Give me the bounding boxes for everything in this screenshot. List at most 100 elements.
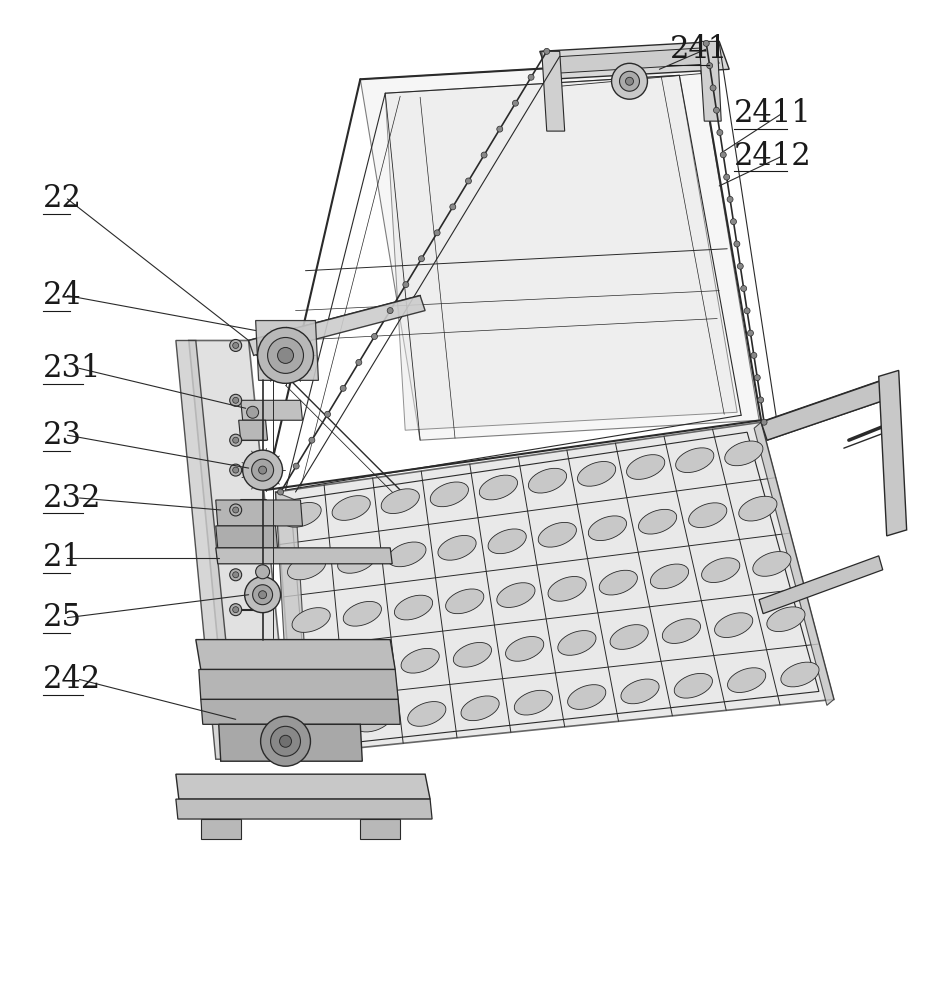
Circle shape	[257, 328, 313, 383]
Circle shape	[253, 585, 272, 605]
Polygon shape	[216, 548, 393, 564]
Ellipse shape	[488, 529, 526, 554]
Polygon shape	[360, 59, 759, 440]
Polygon shape	[216, 500, 303, 526]
Circle shape	[512, 100, 519, 106]
Circle shape	[625, 77, 633, 85]
Ellipse shape	[454, 642, 492, 667]
Ellipse shape	[781, 662, 820, 687]
Polygon shape	[176, 799, 432, 819]
Ellipse shape	[287, 555, 326, 580]
Circle shape	[757, 397, 764, 403]
Circle shape	[232, 437, 239, 443]
Ellipse shape	[461, 696, 499, 721]
Ellipse shape	[715, 613, 753, 638]
Circle shape	[232, 397, 239, 403]
Circle shape	[727, 196, 733, 202]
Circle shape	[278, 347, 294, 363]
Ellipse shape	[568, 685, 606, 709]
Ellipse shape	[344, 601, 382, 626]
Ellipse shape	[332, 496, 370, 520]
Circle shape	[745, 308, 750, 314]
Circle shape	[232, 607, 239, 613]
Ellipse shape	[301, 713, 339, 738]
Circle shape	[232, 342, 239, 348]
Circle shape	[230, 434, 242, 446]
Ellipse shape	[557, 631, 596, 655]
Polygon shape	[761, 376, 899, 440]
Circle shape	[450, 204, 456, 210]
Text: 242: 242	[44, 664, 102, 695]
Polygon shape	[176, 340, 238, 759]
Circle shape	[761, 419, 767, 425]
Circle shape	[278, 489, 283, 495]
Circle shape	[230, 569, 242, 581]
Text: 232: 232	[44, 483, 102, 514]
Circle shape	[232, 572, 239, 578]
Text: 2411: 2411	[734, 98, 812, 129]
Ellipse shape	[739, 496, 777, 521]
Ellipse shape	[445, 589, 483, 614]
Ellipse shape	[283, 502, 321, 527]
Ellipse shape	[497, 583, 535, 607]
Ellipse shape	[676, 448, 714, 473]
Text: 22: 22	[44, 183, 82, 214]
Circle shape	[482, 152, 487, 158]
Ellipse shape	[355, 707, 393, 732]
Polygon shape	[195, 640, 395, 669]
Polygon shape	[201, 699, 400, 724]
Ellipse shape	[292, 608, 331, 632]
Circle shape	[751, 352, 757, 358]
Ellipse shape	[689, 503, 727, 528]
Ellipse shape	[674, 673, 712, 698]
Ellipse shape	[480, 475, 518, 500]
Ellipse shape	[349, 654, 387, 679]
Circle shape	[252, 459, 273, 481]
Polygon shape	[189, 340, 291, 757]
Circle shape	[244, 577, 281, 613]
Text: 23: 23	[44, 420, 82, 451]
Circle shape	[528, 74, 534, 80]
Circle shape	[713, 107, 720, 113]
Polygon shape	[219, 724, 362, 761]
Ellipse shape	[338, 549, 376, 573]
Ellipse shape	[725, 441, 763, 466]
Circle shape	[230, 339, 242, 351]
Circle shape	[755, 375, 760, 381]
Text: 241: 241	[669, 34, 728, 65]
Circle shape	[280, 735, 292, 747]
Ellipse shape	[728, 668, 766, 692]
Polygon shape	[699, 41, 721, 121]
Circle shape	[258, 591, 267, 599]
Polygon shape	[256, 321, 319, 380]
Ellipse shape	[431, 482, 469, 507]
Circle shape	[544, 48, 550, 54]
Text: 231: 231	[44, 353, 102, 384]
Polygon shape	[216, 526, 278, 548]
Circle shape	[734, 241, 740, 247]
Circle shape	[747, 330, 754, 336]
Circle shape	[230, 464, 242, 476]
Ellipse shape	[599, 570, 637, 595]
Circle shape	[731, 219, 736, 225]
Circle shape	[230, 604, 242, 616]
Ellipse shape	[650, 564, 689, 589]
Circle shape	[256, 565, 269, 579]
Circle shape	[434, 230, 440, 236]
Ellipse shape	[514, 690, 553, 715]
Ellipse shape	[506, 637, 544, 661]
Circle shape	[270, 726, 301, 756]
Text: 25: 25	[44, 602, 82, 633]
Ellipse shape	[394, 595, 432, 620]
Ellipse shape	[662, 619, 701, 643]
Circle shape	[243, 450, 282, 490]
Circle shape	[724, 174, 730, 180]
Ellipse shape	[621, 679, 659, 704]
Polygon shape	[249, 296, 425, 355]
Polygon shape	[276, 492, 310, 754]
Ellipse shape	[588, 516, 627, 541]
Polygon shape	[276, 422, 834, 754]
Polygon shape	[239, 420, 268, 440]
Circle shape	[720, 152, 726, 158]
Circle shape	[324, 411, 331, 417]
